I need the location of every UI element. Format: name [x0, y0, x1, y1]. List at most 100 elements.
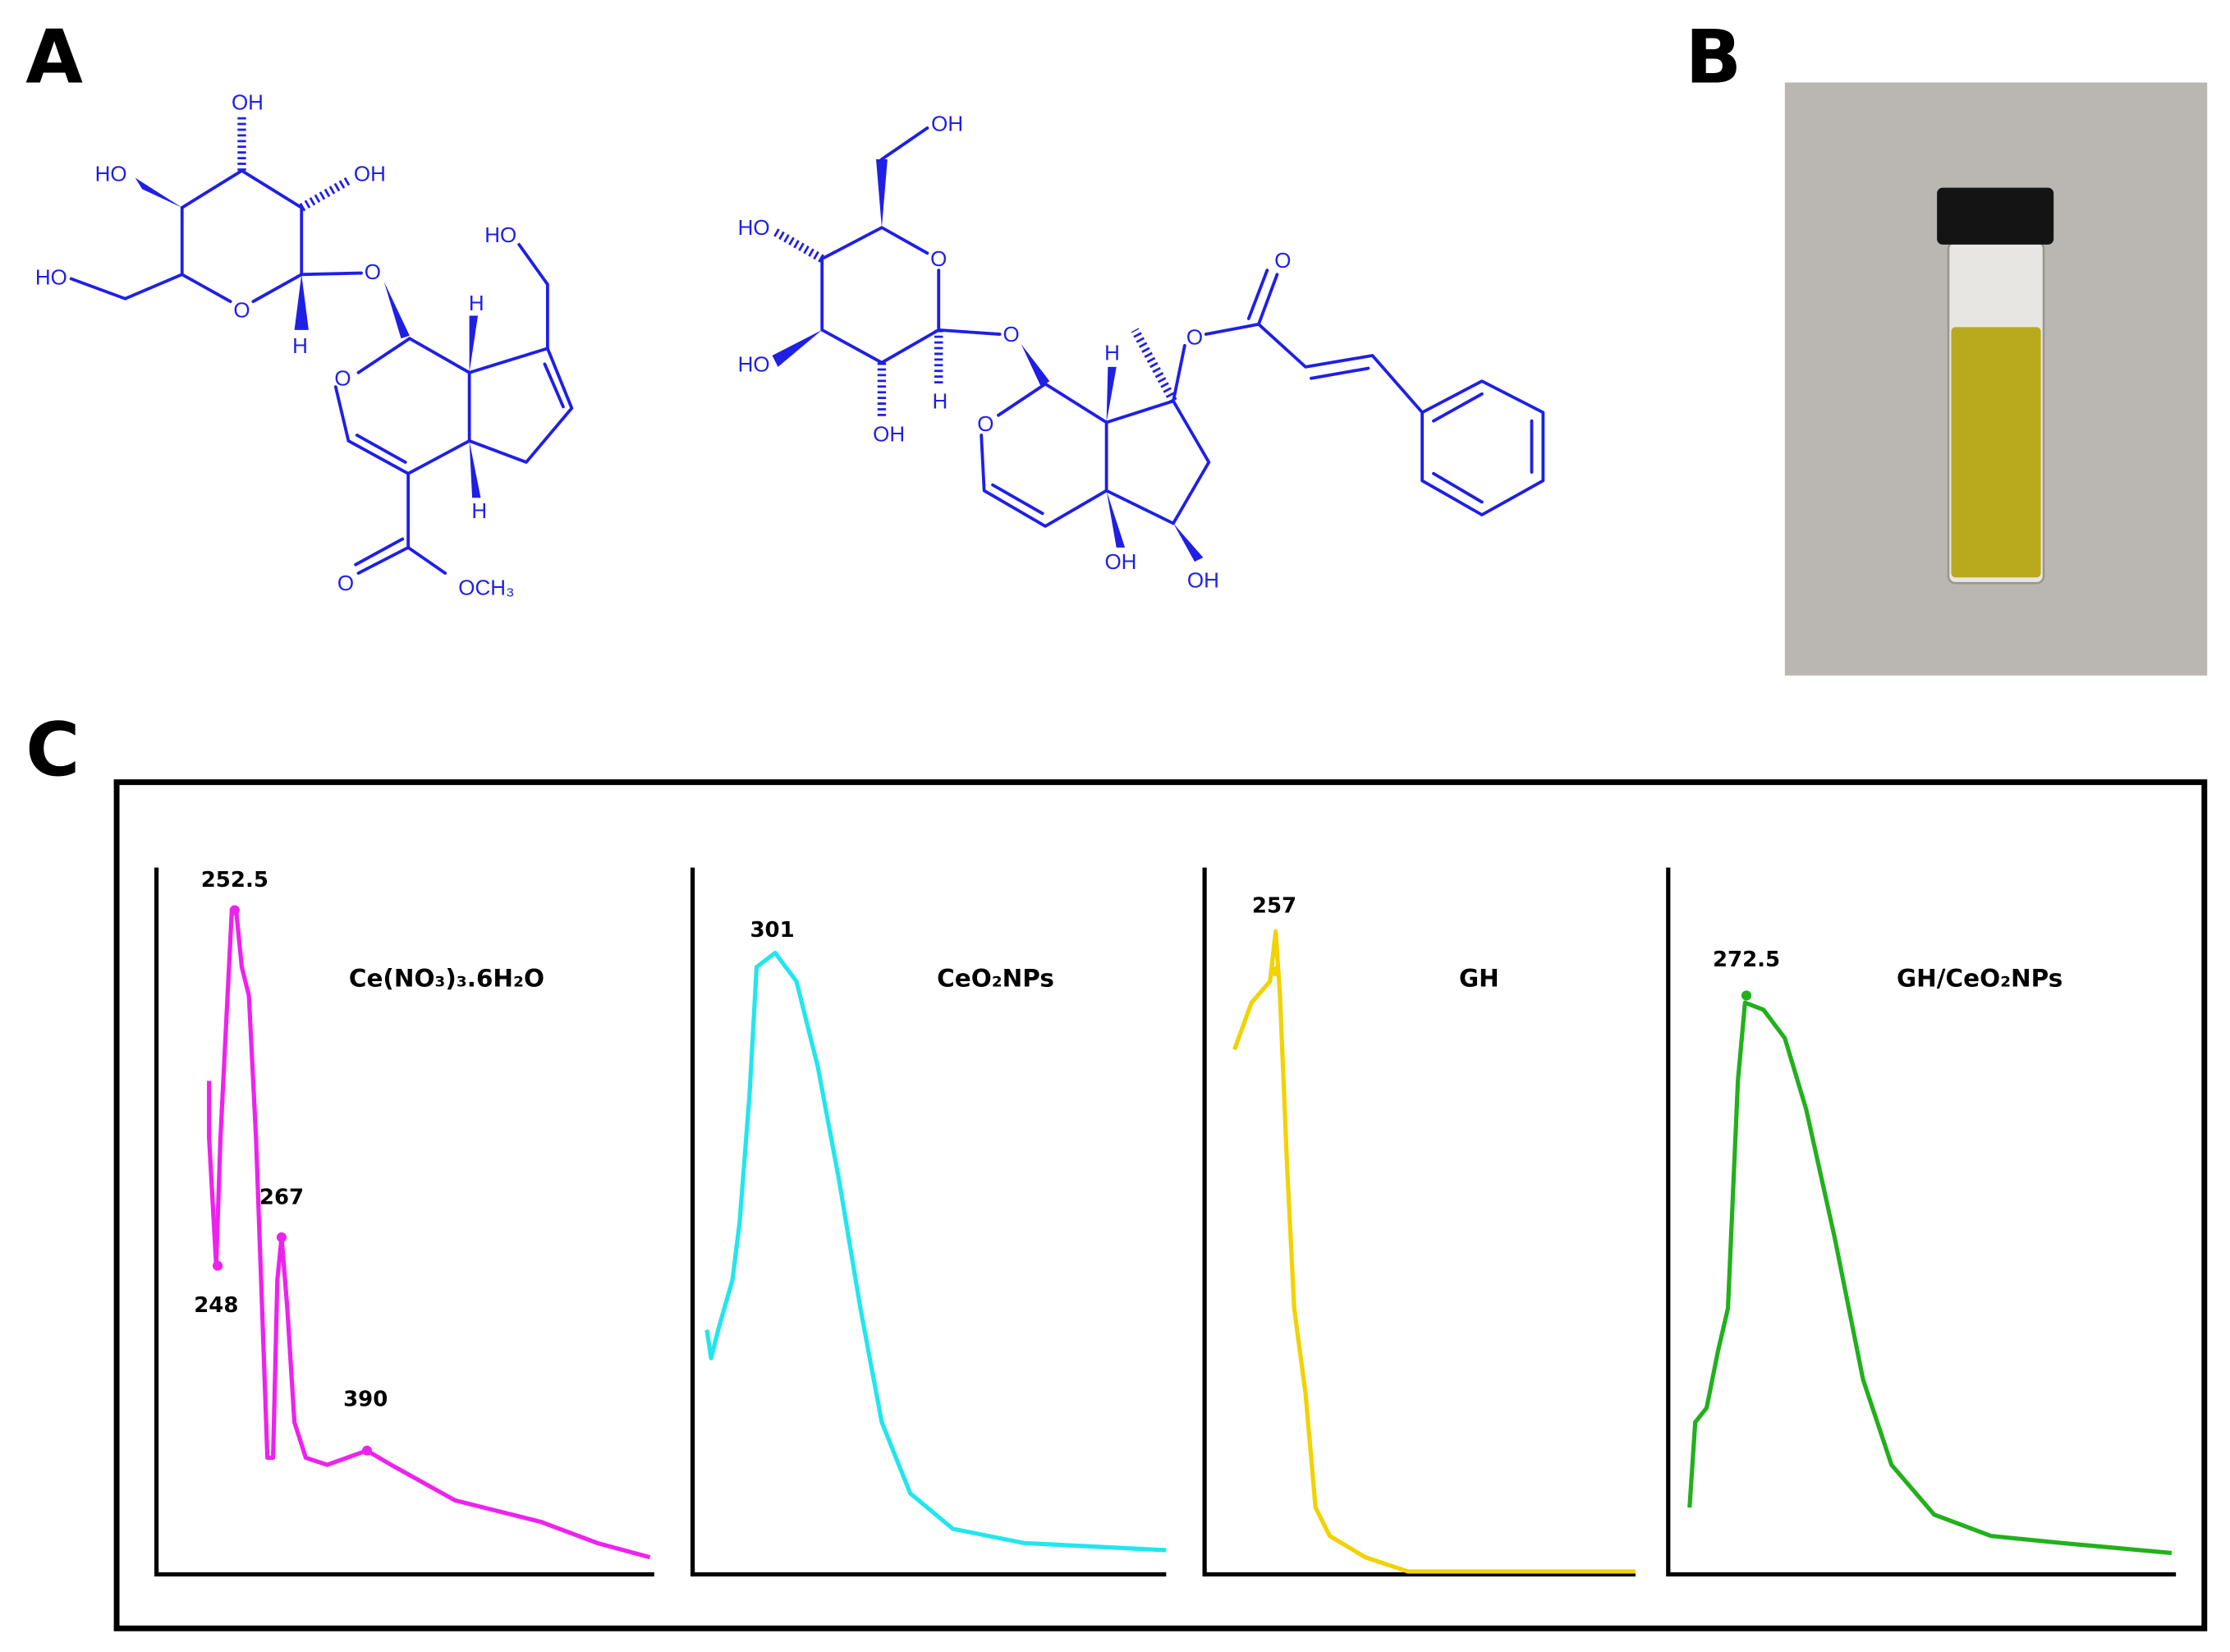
peak-marker — [1741, 990, 1752, 1001]
line-path — [69, 273, 184, 301]
atom-label: H — [933, 388, 948, 413]
atom-label: O — [977, 411, 993, 436]
bond — [937, 328, 1002, 336]
peak-marker — [229, 905, 240, 915]
atom-label: O — [1274, 248, 1291, 273]
spectrum-name: Ce(NO₃)₃.6H₂O — [349, 965, 544, 993]
atom-label: HO — [95, 161, 127, 186]
atom-label: O — [233, 298, 250, 323]
wedge-bond — [469, 440, 481, 498]
wedge-bond — [1021, 344, 1050, 388]
peak-label: 390 — [343, 1387, 388, 1411]
bond — [1172, 343, 1186, 403]
bond — [1310, 366, 1370, 380]
atom-label: H — [292, 333, 308, 358]
atom-label: O — [365, 259, 381, 284]
peak-marker — [212, 1260, 223, 1271]
line-path — [356, 337, 411, 374]
spectrum: 301 CeO₂NPs — [690, 867, 1167, 1577]
line-path — [517, 243, 549, 351]
line-path — [980, 382, 1108, 528]
atom-label: OH — [1104, 549, 1136, 574]
bond — [356, 545, 411, 575]
panel-label: A — [25, 14, 83, 100]
line-path — [467, 346, 574, 464]
atom-label: OH — [354, 161, 386, 186]
wedge-bond — [135, 177, 182, 208]
spectrum-curve — [704, 950, 1167, 1553]
bond — [1257, 273, 1279, 326]
atom-label: OH — [873, 421, 905, 446]
atom-label: O — [337, 571, 354, 595]
bond — [1432, 392, 1484, 423]
vial-liquid — [1951, 327, 2041, 578]
line-path — [997, 382, 1048, 417]
molecule-2: OH HO O O HO OH H H O O O OH OH — [738, 112, 1545, 593]
wedge-bond — [1106, 490, 1126, 548]
spectrum: 272.5 GH/CeO₂NPs — [1666, 867, 2177, 1577]
line-path — [180, 168, 304, 304]
axis-line — [154, 867, 654, 1577]
bond — [1432, 471, 1484, 504]
axis-line — [690, 867, 1167, 1577]
atom-label: OCH₃ — [458, 575, 514, 599]
atom-label: OH — [232, 90, 264, 115]
line-path — [333, 337, 471, 475]
spectrum-curve — [1232, 929, 1636, 1574]
atom-label: H — [471, 498, 487, 523]
bond — [880, 126, 929, 161]
peak-marker — [361, 1445, 372, 1456]
atom-label: O — [1186, 325, 1203, 350]
line-path — [820, 226, 941, 365]
bond — [1204, 323, 1260, 336]
atom-label: OH — [931, 112, 963, 136]
atom-label: H — [1104, 341, 1120, 365]
atom-label: HO — [738, 215, 770, 240]
atom-label: HO — [35, 265, 67, 290]
peak-label: 248 — [194, 1293, 238, 1318]
peak-label: 257 — [1252, 893, 1296, 918]
hashed-bond — [1131, 328, 1177, 403]
wedge-bond — [469, 315, 479, 373]
panel-a: A OH HO OH HO O H — [25, 14, 1545, 599]
atom-label: HO — [738, 351, 770, 376]
peak-label: 267 — [259, 1185, 304, 1209]
molecule-1: OH HO OH HO O H O HO H O H O OCH₃ — [35, 90, 574, 599]
frame — [113, 779, 2208, 1631]
spectrum-name: CeO₂NPs — [937, 965, 1054, 993]
panel-label: B — [1686, 14, 1742, 100]
spectrum-name: GH — [1459, 965, 1499, 993]
panel-c: C 252.5 248 267 390 Ce(NO₃)₃.6H₂O 301 Ce… — [25, 707, 2208, 1631]
line-path — [1104, 399, 1211, 525]
atom-label: O — [1003, 322, 1019, 346]
atom-label: OH — [1187, 568, 1219, 593]
atom-label: HO — [484, 223, 516, 247]
hashed-bond — [773, 227, 824, 263]
bond — [543, 362, 565, 409]
spectrum-curve — [1687, 1000, 2173, 1556]
line-path — [406, 471, 447, 575]
spectrum-name: GH/CeO₂NPs — [1897, 965, 2063, 993]
hashed-bond — [299, 177, 351, 212]
line-path — [300, 271, 363, 277]
wedge-bond — [772, 329, 823, 367]
peak-label: 272.5 — [1713, 948, 1780, 972]
axis-line — [1666, 867, 2177, 1577]
shape — [1420, 379, 1545, 516]
spectrum: 252.5 248 267 390 Ce(NO₃)₃.6H₂O — [154, 867, 654, 1577]
axis-line — [1202, 867, 1636, 1577]
bond — [991, 483, 1044, 516]
atom-label: O — [334, 366, 351, 391]
bond — [354, 537, 405, 567]
peak-label: 252.5 — [201, 868, 268, 893]
wedge-bond — [294, 274, 309, 330]
wedge-bond — [876, 158, 888, 228]
vial-cap — [1937, 187, 2054, 245]
peak-marker — [276, 1232, 287, 1242]
bond — [355, 434, 407, 464]
peak-marker — [1270, 966, 1281, 977]
line-path — [1257, 323, 1425, 415]
spectrum-curve — [207, 907, 651, 1560]
